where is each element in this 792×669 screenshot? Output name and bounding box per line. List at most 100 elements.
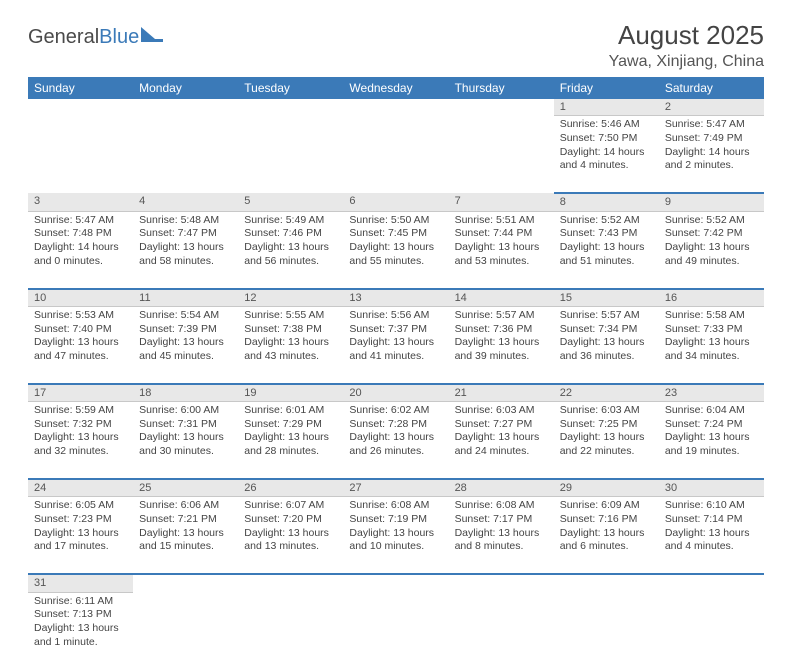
sunrise: Sunrise: 5:49 AM [244,214,337,228]
day-number: 19 [238,384,343,402]
day-cell: Sunrise: 5:58 AMSunset: 7:33 PMDaylight:… [659,306,764,384]
day-cell: Sunrise: 6:08 AMSunset: 7:17 PMDaylight:… [449,497,554,575]
day-number: 9 [659,193,764,211]
day-number [238,574,343,592]
sunrise: Sunrise: 5:53 AM [34,309,127,323]
day-number: 1 [554,99,659,116]
day-number: 31 [28,574,133,592]
daynum-row: 12 [28,99,764,116]
day-cell: Sunrise: 5:55 AMSunset: 7:38 PMDaylight:… [238,306,343,384]
sunrise: Sunrise: 6:03 AM [455,404,548,418]
content-row: Sunrise: 5:46 AMSunset: 7:50 PMDaylight:… [28,116,764,194]
day-cell: Sunrise: 5:47 AMSunset: 7:48 PMDaylight:… [28,211,133,289]
sunrise: Sunrise: 6:10 AM [665,499,758,513]
sunrise: Sunrise: 5:50 AM [349,214,442,228]
day-cell [343,116,448,194]
sunrise: Sunrise: 5:47 AM [665,118,758,132]
sunrise: Sunrise: 6:02 AM [349,404,442,418]
content-row: Sunrise: 5:53 AMSunset: 7:40 PMDaylight:… [28,306,764,384]
daylight: Daylight: 13 hours and 47 minutes. [34,336,127,363]
daylight: Daylight: 13 hours and 13 minutes. [244,527,337,554]
sunset: Sunset: 7:38 PM [244,323,337,337]
day-number [343,99,448,116]
daylight: Daylight: 13 hours and 36 minutes. [560,336,653,363]
day-cell: Sunrise: 5:52 AMSunset: 7:42 PMDaylight:… [659,211,764,289]
sunrise: Sunrise: 6:11 AM [34,595,127,609]
day-header: Sunday [28,77,133,99]
sunset: Sunset: 7:48 PM [34,227,127,241]
day-number: 30 [659,479,764,497]
day-cell: Sunrise: 5:47 AMSunset: 7:49 PMDaylight:… [659,116,764,194]
daynum-row: 10111213141516 [28,289,764,307]
sunrise: Sunrise: 6:06 AM [139,499,232,513]
day-number: 15 [554,289,659,307]
sunset: Sunset: 7:25 PM [560,418,653,432]
sunset: Sunset: 7:44 PM [455,227,548,241]
sunrise: Sunrise: 6:04 AM [665,404,758,418]
day-number: 26 [238,479,343,497]
day-cell [554,592,659,669]
day-number: 22 [554,384,659,402]
day-cell: Sunrise: 6:04 AMSunset: 7:24 PMDaylight:… [659,402,764,480]
sunrise: Sunrise: 6:03 AM [560,404,653,418]
month-title: August 2025 [609,20,764,51]
page-header: GeneralBlue August 2025 Yawa, Xinjiang, … [28,20,764,71]
sunset: Sunset: 7:50 PM [560,132,653,146]
day-number: 29 [554,479,659,497]
daynum-row: 24252627282930 [28,479,764,497]
daylight: Daylight: 13 hours and 22 minutes. [560,431,653,458]
logo: GeneralBlue [28,26,163,49]
daylight: Daylight: 13 hours and 53 minutes. [455,241,548,268]
day-cell: Sunrise: 6:08 AMSunset: 7:19 PMDaylight:… [343,497,448,575]
day-number: 5 [238,193,343,211]
day-header: Monday [133,77,238,99]
sunrise: Sunrise: 6:08 AM [455,499,548,513]
day-cell [343,592,448,669]
day-number: 24 [28,479,133,497]
day-number [449,574,554,592]
day-cell: Sunrise: 6:11 AMSunset: 7:13 PMDaylight:… [28,592,133,669]
sunset: Sunset: 7:47 PM [139,227,232,241]
day-cell: Sunrise: 5:48 AMSunset: 7:47 PMDaylight:… [133,211,238,289]
sunrise: Sunrise: 6:01 AM [244,404,337,418]
daylight: Daylight: 13 hours and 56 minutes. [244,241,337,268]
day-number: 11 [133,289,238,307]
day-number: 28 [449,479,554,497]
content-row: Sunrise: 5:59 AMSunset: 7:32 PMDaylight:… [28,402,764,480]
sunrise: Sunrise: 5:52 AM [665,214,758,228]
sunrise: Sunrise: 5:48 AM [139,214,232,228]
sunrise: Sunrise: 5:52 AM [560,214,653,228]
day-number: 25 [133,479,238,497]
day-cell: Sunrise: 6:03 AMSunset: 7:25 PMDaylight:… [554,402,659,480]
day-cell: Sunrise: 6:03 AMSunset: 7:27 PMDaylight:… [449,402,554,480]
day-number: 10 [28,289,133,307]
daynum-row: 3456789 [28,193,764,211]
daylight: Daylight: 13 hours and 8 minutes. [455,527,548,554]
daylight: Daylight: 13 hours and 45 minutes. [139,336,232,363]
day-cell: Sunrise: 5:53 AMSunset: 7:40 PMDaylight:… [28,306,133,384]
daylight: Daylight: 13 hours and 4 minutes. [665,527,758,554]
day-number: 7 [449,193,554,211]
day-cell: Sunrise: 6:10 AMSunset: 7:14 PMDaylight:… [659,497,764,575]
sunset: Sunset: 7:21 PM [139,513,232,527]
day-number: 2 [659,99,764,116]
sunrise: Sunrise: 5:57 AM [560,309,653,323]
day-number: 16 [659,289,764,307]
daylight: Daylight: 13 hours and 28 minutes. [244,431,337,458]
day-cell: Sunrise: 6:06 AMSunset: 7:21 PMDaylight:… [133,497,238,575]
sunset: Sunset: 7:45 PM [349,227,442,241]
sunrise: Sunrise: 5:47 AM [34,214,127,228]
daylight: Daylight: 13 hours and 41 minutes. [349,336,442,363]
sunset: Sunset: 7:40 PM [34,323,127,337]
sunset: Sunset: 7:32 PM [34,418,127,432]
day-number [659,574,764,592]
daylight: Daylight: 13 hours and 34 minutes. [665,336,758,363]
day-cell: Sunrise: 5:57 AMSunset: 7:36 PMDaylight:… [449,306,554,384]
day-number [449,99,554,116]
flag-icon [141,26,163,49]
sunset: Sunset: 7:39 PM [139,323,232,337]
sunrise: Sunrise: 5:51 AM [455,214,548,228]
sunrise: Sunrise: 6:05 AM [34,499,127,513]
day-cell: Sunrise: 6:07 AMSunset: 7:20 PMDaylight:… [238,497,343,575]
daylight: Daylight: 13 hours and 51 minutes. [560,241,653,268]
